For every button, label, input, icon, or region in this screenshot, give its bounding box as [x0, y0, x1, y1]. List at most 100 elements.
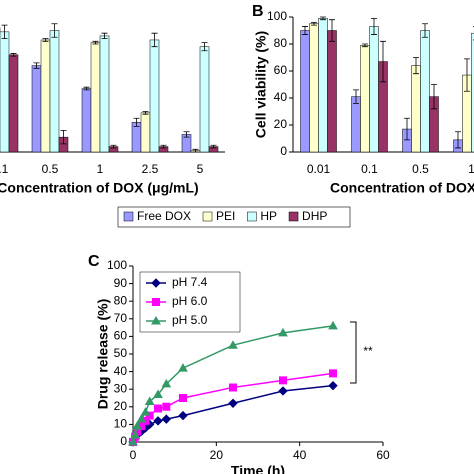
data-point [228, 398, 238, 408]
x-tick-label: 60 [376, 448, 390, 462]
x-tick-label: 0.5 [42, 162, 59, 176]
y-axis-label: Drug release (%) [95, 299, 111, 409]
bar [327, 30, 337, 153]
data-point [144, 396, 155, 406]
error-bar [210, 144, 217, 149]
legend-swatch [288, 211, 299, 222]
data-point [328, 320, 338, 330]
error-bar [83, 86, 90, 91]
legend-label: DHP [302, 209, 327, 223]
bar [199, 46, 210, 153]
legend-swatch [247, 211, 257, 222]
error-bar [329, 19, 335, 42]
error-bar [42, 38, 49, 42]
data-point [153, 416, 163, 426]
error-bar [51, 23, 58, 38]
y-tick-label: 100 [267, 9, 287, 23]
data-point [136, 414, 147, 423]
x-tick-label: 0 [130, 448, 137, 462]
data-point [179, 394, 187, 402]
data-point [228, 340, 238, 349]
error-bar [320, 16, 326, 21]
data-point [153, 389, 163, 398]
bar [411, 65, 421, 153]
bar [309, 23, 319, 153]
data-point [328, 380, 338, 391]
error-bar [362, 43, 368, 48]
x-tick-label: 2.5 [142, 162, 159, 176]
error-bar [1, 24, 8, 39]
bar [369, 26, 379, 153]
legend-label: pH 5.0 [172, 313, 208, 327]
bar [31, 65, 42, 153]
x-tick-label: 20 [210, 448, 224, 462]
error-bar [110, 144, 117, 149]
error-bar [151, 32, 158, 48]
data-point [278, 386, 288, 396]
x-tick-label: 5 [197, 162, 204, 176]
y-tick-label: 0 [120, 434, 127, 448]
legend-swatch [123, 211, 134, 222]
legend-label: pH 7.4 [172, 275, 208, 289]
error-bar [92, 40, 99, 45]
legend-label: pH 6.0 [172, 294, 208, 308]
data-point [278, 327, 288, 337]
bar [140, 112, 151, 153]
panel-label: C [88, 253, 100, 270]
panel-label: B [252, 3, 264, 20]
error-bar [455, 131, 461, 149]
error-bar [404, 117, 410, 141]
error-bar [133, 117, 140, 127]
x-tick-label: 0.1 [0, 162, 9, 176]
y-tick-label: 20 [114, 399, 128, 413]
data-point [128, 436, 138, 446]
error-bar [160, 144, 167, 149]
bar [49, 30, 60, 153]
error-bar [201, 42, 208, 52]
error-bar [311, 22, 317, 26]
data-point [161, 414, 172, 424]
legend-label: PEI [216, 209, 235, 223]
error-bar [422, 23, 428, 38]
x-axis-label: Concentration of DOX (μg/mL) [330, 180, 474, 196]
annotation: ** [363, 344, 373, 358]
error-bar [302, 26, 308, 35]
bar [131, 122, 142, 153]
x-tick-label: 0.01 [307, 162, 331, 176]
legend-label: Free DOX [137, 209, 191, 223]
bar [8, 54, 19, 153]
error-bar [380, 40, 386, 83]
legend-box [117, 206, 351, 228]
legend-label: HP [260, 209, 277, 223]
data-point [329, 369, 337, 378]
legend-swatch [202, 211, 213, 222]
error-bar [10, 53, 17, 57]
error-bar [464, 58, 470, 92]
legend-marker [151, 278, 161, 288]
y-tick-label: 60 [274, 63, 288, 77]
y-tick-label: 100 [107, 258, 127, 272]
y-tick-label: 30 [114, 381, 128, 395]
error-bar [192, 148, 199, 153]
bar [90, 42, 101, 153]
y-tick-label: 40 [114, 364, 128, 378]
data-point [229, 383, 237, 392]
error-bar [353, 89, 359, 104]
error-bar [371, 17, 377, 35]
x-tick-label: 1 [468, 162, 474, 176]
y-tick-label: 90 [114, 276, 128, 290]
data-point [162, 402, 171, 411]
x-axis-label: Time (h) [231, 463, 285, 474]
bar [149, 39, 160, 153]
significance-bracket [350, 321, 357, 384]
x-tick-label: 0.1 [361, 162, 378, 176]
error-bar [101, 32, 108, 39]
x-tick-label: 0.5 [412, 162, 429, 176]
data-point [279, 376, 287, 385]
error-bar [60, 130, 67, 145]
bar [0, 31, 10, 153]
data-point [140, 407, 151, 416]
x-axis-label: Concentration of DOX (μg/mL) [0, 180, 199, 196]
bar [360, 45, 370, 153]
